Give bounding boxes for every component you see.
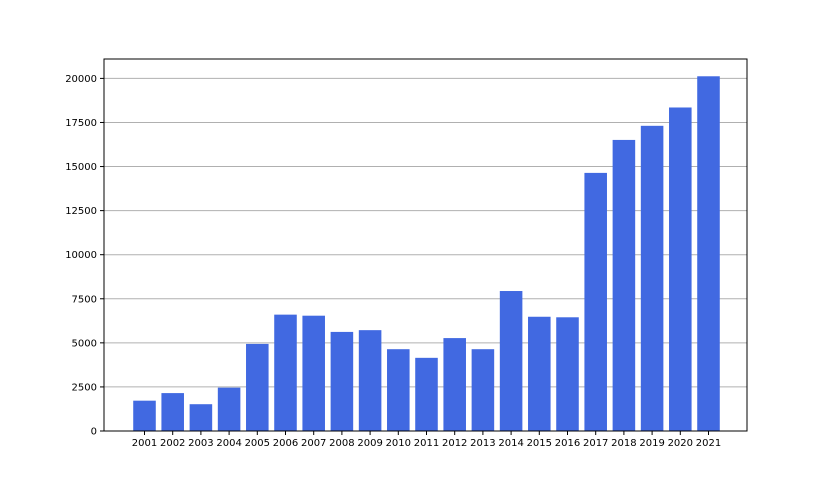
bar-2007	[302, 315, 325, 431]
x-tick-label-2008: 2008	[329, 438, 354, 449]
x-tick-label-2020: 2020	[668, 438, 693, 449]
x-tick-label-2013: 2013	[470, 438, 495, 449]
bar-2010	[387, 349, 410, 431]
x-tick-label-2016: 2016	[555, 438, 580, 449]
x-tick-label-2017: 2017	[583, 438, 608, 449]
bar-2021	[697, 76, 720, 432]
y-gridlines	[104, 77, 747, 388]
bar-2002	[161, 393, 184, 431]
bar-2005	[246, 343, 269, 431]
x-tick-label-2010: 2010	[386, 438, 411, 449]
x-tick-label-2015: 2015	[527, 438, 552, 449]
x-tick-label-2004: 2004	[216, 438, 241, 449]
x-tick-label-2021: 2021	[696, 438, 721, 449]
x-tick-label-2018: 2018	[611, 438, 636, 449]
bar-2013	[471, 349, 495, 431]
x-tick-label-2009: 2009	[357, 438, 382, 449]
y-tick-label: 0	[91, 427, 97, 438]
plot-area-frame	[103, 58, 748, 432]
x-axis-ticks: 2001 2002 2003 2004 2005 2006 2007 2008 2009 2010…	[132, 431, 721, 449]
bar-2012	[443, 338, 466, 431]
bar-2015	[528, 316, 551, 431]
bar-2009	[358, 330, 382, 431]
y-tick-label: 17500	[65, 118, 97, 129]
bar-2006	[274, 314, 297, 431]
bars	[133, 76, 720, 432]
bar-2017	[584, 172, 607, 431]
bar-2016	[556, 317, 579, 431]
y-tick-label: 12500	[65, 206, 97, 217]
x-tick-label-2012: 2012	[442, 438, 467, 449]
bar-2008	[330, 331, 354, 431]
bar-2003	[189, 404, 213, 431]
x-tick-label-2006: 2006	[273, 438, 298, 449]
y-tick-label: 15000	[65, 162, 97, 173]
x-tick-label-2007: 2007	[301, 438, 326, 449]
bar-2001	[133, 400, 156, 431]
y-tick-label: 2500	[72, 382, 97, 393]
bar-2004	[217, 387, 241, 431]
bar-2014	[499, 291, 523, 431]
x-tick-label-2003: 2003	[188, 438, 213, 449]
x-tick-label-2019: 2019	[639, 438, 664, 449]
y-tick-label: 7500	[72, 294, 97, 305]
bar-2019	[640, 125, 664, 431]
y-tick-label: 20000	[65, 74, 97, 85]
x-tick-label-2002: 2002	[160, 438, 185, 449]
bar-2018	[612, 139, 636, 431]
y-tick-label: 10000	[65, 250, 97, 261]
x-tick-label-2001: 2001	[132, 438, 157, 449]
y-axis-ticks: 0 2500 5000 7500 10000 12500 15000 17500 20000	[65, 74, 104, 438]
y-tick-label: 5000	[72, 338, 97, 349]
x-tick-label-2014: 2014	[498, 438, 523, 449]
bar-2011	[415, 357, 438, 431]
x-tick-label-2011: 2011	[414, 438, 439, 449]
x-tick-label-2005: 2005	[245, 438, 270, 449]
bar-2020	[669, 107, 692, 432]
